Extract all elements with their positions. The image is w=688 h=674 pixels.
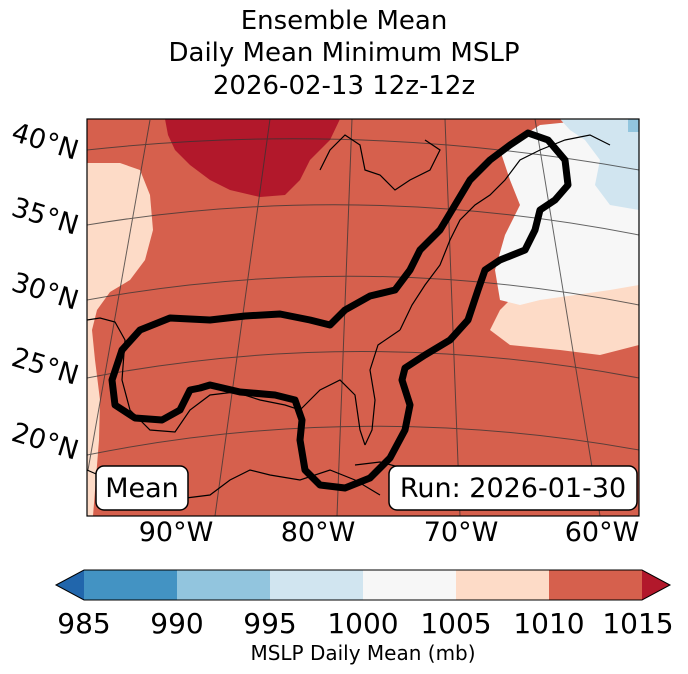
parallel-20n <box>87 425 639 456</box>
field-995-1000 <box>560 119 639 210</box>
lat-label-20n: 20°N <box>8 417 82 467</box>
bold-contour <box>108 129 572 492</box>
mean-box-text: Mean <box>105 473 179 504</box>
parallel-35n <box>87 204 639 236</box>
lon-label-60w: 60°W <box>565 517 640 548</box>
colorbar: 985 990 995 1000 1005 1010 1015 MSLP Dai… <box>54 569 674 665</box>
colorbar-seg-985-990 <box>84 570 177 600</box>
map-panel <box>87 119 639 516</box>
run-box-text: Run: 2026-01-30 <box>400 473 626 504</box>
florida-east <box>364 329 401 446</box>
meridian-70w <box>534 119 601 516</box>
colorbar-extend-under <box>56 570 84 600</box>
lat-label-30n: 30°N <box>8 267 82 317</box>
colorbar-outline <box>54 569 672 601</box>
colorbar-seg-995-1000 <box>270 570 363 600</box>
lon-label-70w: 70°W <box>424 517 499 548</box>
title-line-1: Ensemble Mean <box>240 6 448 36</box>
lon-label-90w: 90°W <box>139 517 214 548</box>
parallel-30n <box>87 275 639 306</box>
field-1005-1010-west <box>87 163 153 516</box>
colorbar-seg-990-995 <box>177 570 270 600</box>
meridian-80w <box>336 119 353 516</box>
colorbar-tick-990: 990 <box>150 607 203 640</box>
great-lakes <box>319 134 441 191</box>
colorbar-seg-1005-1010 <box>456 570 549 600</box>
lat-label-35n: 35°N <box>8 192 82 242</box>
colorbar-tick-1010: 1010 <box>513 607 584 640</box>
colorbar-seg-1010-1015 <box>549 570 642 600</box>
colorbar-label: MSLP Daily Mean (mb) <box>250 641 475 665</box>
meridian-75w <box>444 119 461 516</box>
colorbar-tick-985: 985 <box>57 607 110 640</box>
colorbar-tick-995: 995 <box>243 607 296 640</box>
colorbar-seg-1000-1005 <box>363 570 456 600</box>
lon-label-80w: 80°W <box>281 517 356 548</box>
title-line-3: 2026-02-13 12z-12z <box>212 71 476 101</box>
us-atlantic-coast <box>399 134 611 331</box>
lat-label-40n: 40°N <box>8 117 82 167</box>
colorbar-tick-1005: 1005 <box>420 607 491 640</box>
colorbar-extend-over <box>642 570 670 600</box>
gulf-coast <box>87 317 366 446</box>
mean-box: Mean <box>95 465 189 511</box>
title-line-2: Daily Mean Minimum MSLP <box>168 38 520 68</box>
colorbar-tick-1015: 1015 <box>602 607 673 640</box>
colorbar-tick-1000: 1000 <box>327 607 398 640</box>
field-1005-1010-ne <box>465 119 639 355</box>
parallel-25n <box>87 351 639 379</box>
run-box: Run: 2026-01-30 <box>388 465 638 511</box>
map-frame <box>86 118 640 517</box>
field-990-995 <box>628 119 639 132</box>
lat-label-25n: 25°N <box>8 342 82 392</box>
